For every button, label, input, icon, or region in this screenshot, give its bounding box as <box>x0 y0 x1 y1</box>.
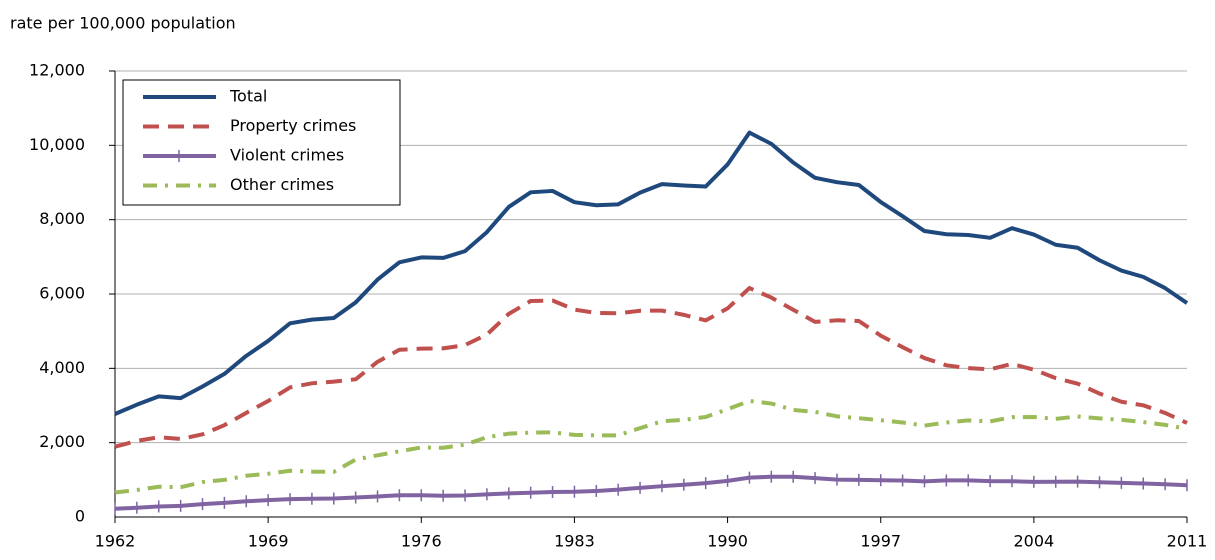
y-tick-label: 4,000 <box>39 358 85 377</box>
x-tick-label: 2004 <box>1013 532 1054 551</box>
series-line <box>114 130 1189 416</box>
series-line <box>114 286 1188 449</box>
x-tick-label: 2011 <box>1167 532 1208 551</box>
x-tick-label: 1969 <box>248 532 289 551</box>
y-tick-label: 2,000 <box>39 432 85 451</box>
y-tick-label: 8,000 <box>39 209 85 228</box>
legend-label: Total <box>229 87 267 106</box>
legend-label: Property crimes <box>230 116 356 135</box>
x-tick-label: 1983 <box>554 532 595 551</box>
x-tick-label: 1976 <box>401 532 442 551</box>
series-line <box>114 474 1188 511</box>
y-tick-label: 6,000 <box>39 284 85 303</box>
x-tick-label: 1997 <box>860 532 901 551</box>
y-axis-label: rate per 100,000 population <box>10 14 236 33</box>
legend-label: Other crimes <box>230 175 334 194</box>
x-tick-label: 1990 <box>707 532 748 551</box>
legend-label: Violent crimes <box>230 146 344 165</box>
legend-box <box>122 79 401 206</box>
y-tick-label: 0 <box>75 507 85 526</box>
y-tick-label: 10,000 <box>29 135 85 154</box>
x-tick-label: 1962 <box>95 532 136 551</box>
series-line <box>114 398 1188 495</box>
y-tick-label: 12,000 <box>29 61 85 80</box>
